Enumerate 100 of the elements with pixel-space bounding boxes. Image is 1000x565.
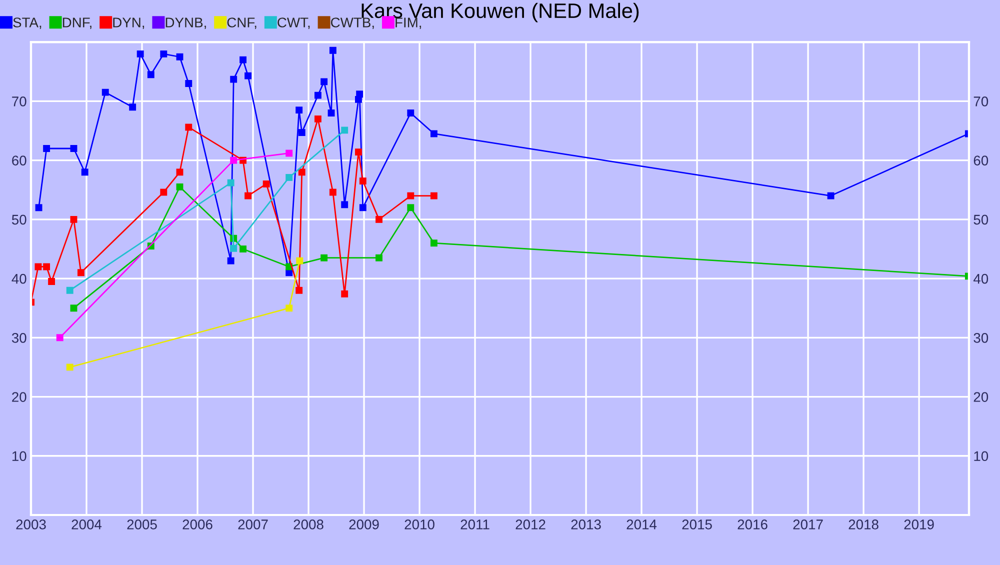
point xyxy=(320,254,328,262)
point xyxy=(314,115,322,122)
point xyxy=(185,124,192,131)
point xyxy=(70,304,78,312)
point xyxy=(262,180,270,188)
point xyxy=(341,201,348,208)
point xyxy=(66,286,74,294)
point xyxy=(296,106,303,114)
y2-tick-label: 70 xyxy=(974,96,988,106)
y-tick-label: 50 xyxy=(12,214,26,225)
x-tick-label: 2014 xyxy=(626,520,657,530)
point xyxy=(329,46,336,54)
x-tick-label: 2005 xyxy=(127,520,157,530)
point xyxy=(320,78,328,86)
point xyxy=(314,92,322,99)
point xyxy=(286,150,293,157)
point xyxy=(430,240,438,247)
point xyxy=(296,286,303,294)
point xyxy=(244,192,252,200)
point xyxy=(230,156,238,164)
x-tick-label: 2007 xyxy=(238,520,268,530)
y-tick-label: 70 xyxy=(12,96,26,106)
x-tick-label: 2012 xyxy=(516,520,546,530)
y-tick-label: 10 xyxy=(12,451,26,462)
point xyxy=(160,188,168,196)
legend-label: FIM, xyxy=(396,18,422,30)
legend-label: DYN, xyxy=(113,18,144,30)
y-tick-label: 30 xyxy=(12,332,26,343)
x-tick-label: 2004 xyxy=(72,520,102,530)
y2-tick-label: 20 xyxy=(974,392,988,402)
point xyxy=(176,53,184,60)
point xyxy=(407,110,414,116)
point xyxy=(176,168,184,176)
x-tick-label: 2019 xyxy=(904,520,934,530)
point xyxy=(230,244,238,252)
x-tick-label: 2018 xyxy=(848,520,878,530)
point xyxy=(185,80,192,87)
point xyxy=(129,104,136,111)
y-tick-label: 20 xyxy=(12,392,26,402)
point xyxy=(341,290,348,298)
point xyxy=(407,192,414,200)
y2-tick-label: 30 xyxy=(974,332,988,343)
legend-label: DNF, xyxy=(62,18,92,30)
point xyxy=(43,145,50,152)
point xyxy=(329,188,336,196)
legend-label: CWT, xyxy=(278,18,310,30)
point xyxy=(286,304,293,312)
point xyxy=(81,168,88,176)
point xyxy=(244,72,252,80)
x-tick-label: 2011 xyxy=(460,520,490,530)
point xyxy=(354,148,362,156)
x-tick-label: 2003 xyxy=(16,520,46,530)
x-tick-label: 2006 xyxy=(182,520,212,530)
x-tick-label: 2015 xyxy=(682,520,712,530)
point xyxy=(240,56,246,64)
point xyxy=(70,216,78,223)
point xyxy=(376,216,382,223)
point xyxy=(359,178,366,184)
point xyxy=(356,90,364,98)
point xyxy=(147,71,154,78)
point xyxy=(34,263,42,270)
point xyxy=(102,88,109,96)
point xyxy=(56,334,64,342)
point xyxy=(298,168,306,176)
point xyxy=(70,145,78,152)
point xyxy=(296,257,304,264)
x-tick-label: 2009 xyxy=(349,520,379,530)
point xyxy=(176,183,184,190)
point xyxy=(298,129,306,136)
point xyxy=(160,50,168,58)
point xyxy=(227,257,234,264)
x-tick-label: 2010 xyxy=(404,520,434,530)
point xyxy=(430,192,438,200)
legend-label: CNF, xyxy=(227,18,256,30)
x-tick-label: 2008 xyxy=(294,520,324,530)
point xyxy=(240,246,246,252)
point xyxy=(341,126,348,134)
point xyxy=(48,278,56,285)
point xyxy=(230,76,238,83)
point xyxy=(328,110,335,116)
point xyxy=(77,269,84,276)
point xyxy=(35,204,42,212)
legend-label: STA, xyxy=(13,18,42,30)
x-tick-label: 2013 xyxy=(571,520,601,530)
y2-tick-label: 10 xyxy=(974,451,988,462)
point xyxy=(359,204,366,212)
point xyxy=(430,130,438,138)
y2-tick-label: 50 xyxy=(974,214,988,225)
point xyxy=(286,174,293,181)
point xyxy=(136,50,144,58)
y-tick-label: 40 xyxy=(12,274,26,284)
point xyxy=(227,179,234,186)
point xyxy=(407,204,414,212)
y2-tick-label: 60 xyxy=(974,156,988,166)
point xyxy=(827,192,834,200)
point xyxy=(66,364,74,371)
x-tick-label: 2017 xyxy=(793,520,823,530)
point xyxy=(376,254,382,262)
point xyxy=(43,263,50,270)
legend-label: DYNB, xyxy=(166,18,206,30)
